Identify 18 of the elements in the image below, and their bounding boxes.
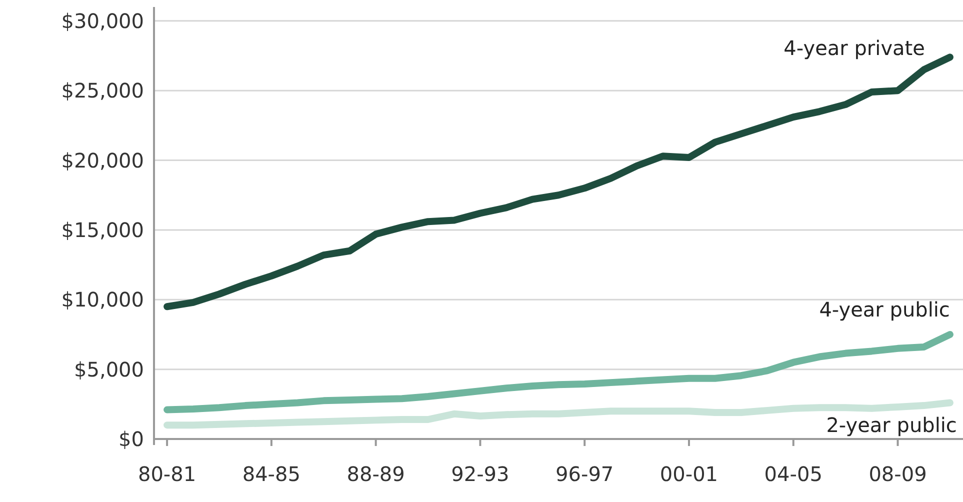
series-label: 2-year public xyxy=(826,412,957,437)
series-label: 4-year public xyxy=(819,297,950,322)
x-tick-label: 84-85 xyxy=(242,462,300,486)
x-tick-label: 00-01 xyxy=(660,462,718,486)
x-tick-label: 92-93 xyxy=(451,462,510,486)
y-tick-label: $20,000 xyxy=(61,148,144,172)
y-tick-label: $10,000 xyxy=(61,288,144,312)
y-tick-label: $25,000 xyxy=(61,78,144,103)
x-tick-label: 88-89 xyxy=(346,462,405,486)
x-tick-label: 04-05 xyxy=(764,462,822,486)
y-tick-label: $30,000 xyxy=(61,8,144,33)
y-tick-label: $15,000 xyxy=(61,218,144,242)
series-label: 4-year private xyxy=(784,36,925,60)
y-tick-label: $0 xyxy=(118,427,144,451)
y-tick-label: $5,000 xyxy=(74,357,144,382)
x-tick-label: 96-97 xyxy=(556,462,614,486)
x-tick-label: 08-09 xyxy=(868,462,927,486)
x-tick-label: 80-81 xyxy=(138,462,196,486)
